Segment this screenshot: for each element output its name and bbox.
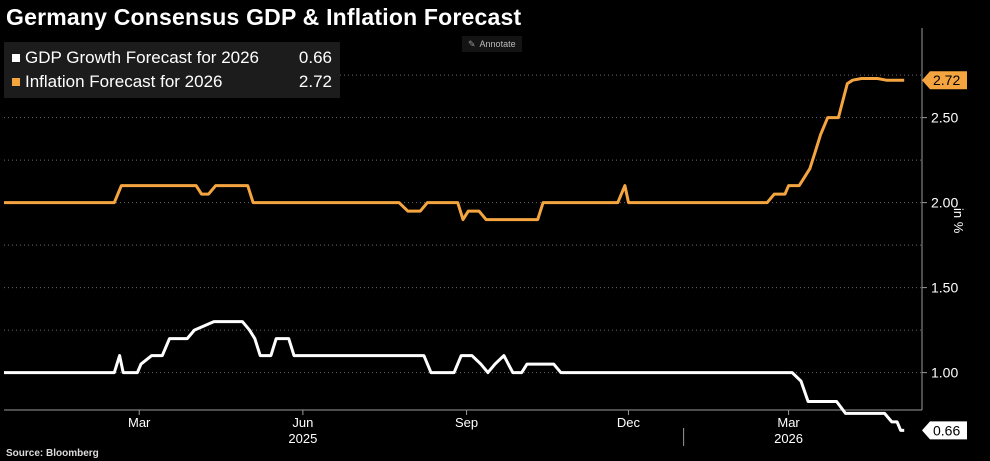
y-tick-label: 1.00 [931,365,958,381]
legend-swatch-gdp [12,54,20,62]
x-year-label: 2025 [288,431,317,446]
annotate-button[interactable]: ✎ Annotate [462,36,522,52]
pencil-icon: ✎ [468,38,476,49]
y-tick-label: 2.50 [931,110,958,126]
gdp-end-label: 0.66 [933,422,960,438]
y-axis-unit-label: in % [951,208,966,234]
x-tick-label: Sep [455,415,478,430]
legend-item-inflation[interactable]: Inflation Forecast for 2026 2.72 [12,70,336,94]
x-year-label: 2026 [774,431,803,446]
inflation-end-label: 2.72 [933,72,960,88]
legend-label-gdp: GDP Growth Forecast for 2026 [25,48,260,67]
y-tick-label: 1.50 [931,280,958,296]
y-tick-label: 2.00 [931,195,958,211]
chart-title: Germany Consensus GDP & Inflation Foreca… [6,4,522,30]
legend-label-inflation: Inflation Forecast for 2026 [25,72,223,91]
x-tick-label: Jun [292,415,313,430]
x-tick-label: Mar [777,415,800,430]
x-tick-label: Dec [617,415,641,430]
legend-value-gdp: 0.66 [298,48,332,67]
source-note: Source: Bloomberg [6,448,99,459]
annotate-label: Annotate [479,39,516,49]
x-tick-label: Mar [128,415,151,430]
legend-value-inflation: 2.72 [298,72,332,91]
inflation-end-label-box [922,71,967,90]
gdp-series-line [4,320,905,432]
gdp-end-label-box [922,421,967,440]
legend: GDP Growth Forecast for 2026 0.66 Inflat… [4,42,340,98]
legend-item-gdp[interactable]: GDP Growth Forecast for 2026 0.66 [12,46,336,70]
legend-swatch-inflation [12,78,20,86]
inflation-series-line [4,77,905,222]
